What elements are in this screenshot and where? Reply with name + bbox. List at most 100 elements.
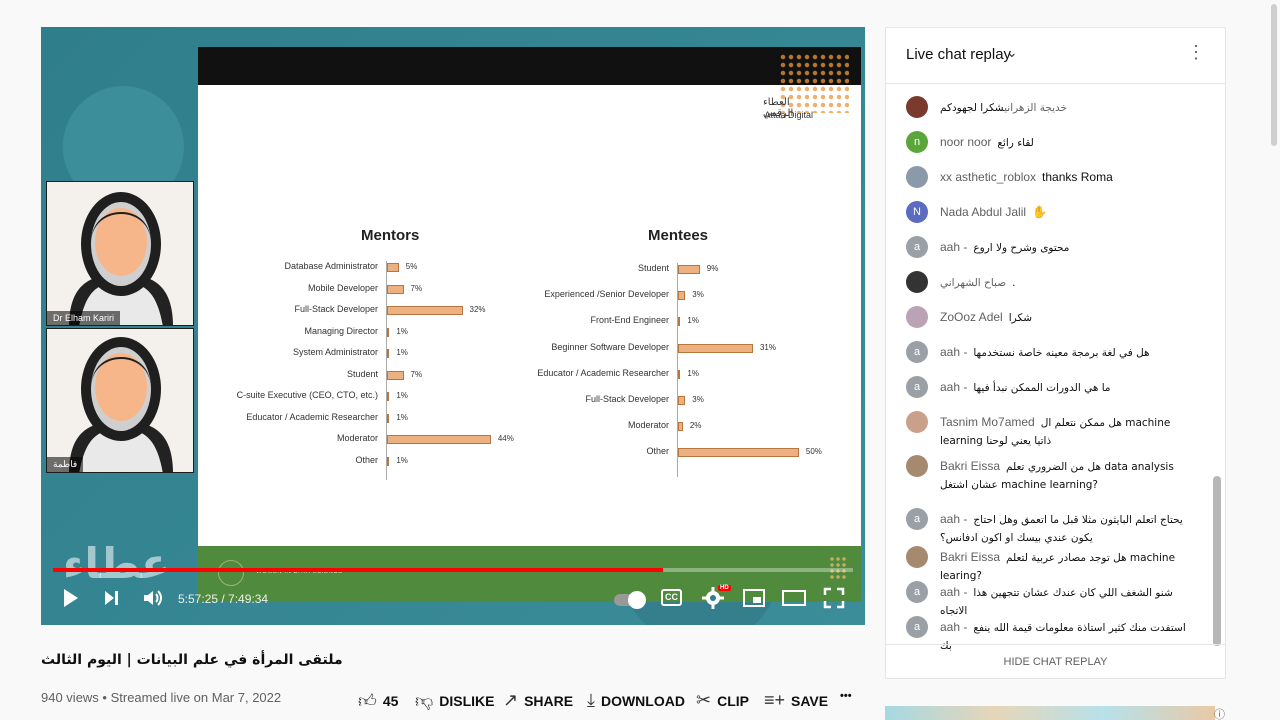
avatar[interactable]: [906, 455, 928, 477]
miniplayer-button[interactable]: [743, 587, 765, 611]
chat-author[interactable]: ZoOoz Adel: [940, 310, 1003, 324]
avatar[interactable]: [906, 411, 928, 433]
play-button[interactable]: [61, 587, 81, 611]
chat-author[interactable]: aah -: [940, 585, 968, 599]
avatar[interactable]: [906, 166, 928, 188]
chat-author[interactable]: aah -: [940, 240, 968, 254]
avatar[interactable]: [906, 96, 928, 118]
chart-value-label: 1%: [396, 391, 408, 400]
chart-bar: [387, 327, 390, 337]
share-button[interactable]: ↗ SHARE: [503, 690, 573, 711]
chat-mode-selector[interactable]: Live chat replay: [906, 46, 1012, 63]
thumbs-down-icon: 👎︎: [415, 691, 434, 711]
hide-chat-replay-button[interactable]: HIDE CHAT REPLAY: [886, 644, 1225, 678]
chat-author[interactable]: aah -: [940, 512, 968, 526]
chart-value-label: 1%: [396, 455, 408, 465]
chat-author[interactable]: Bakri Eissa: [940, 459, 1001, 473]
chat-author[interactable]: xx asthetic_roblox: [940, 170, 1037, 184]
chat-body: شكرا: [1008, 312, 1033, 324]
chat-body: ما هي الدورات الممكن نبدأ فيها: [973, 382, 1111, 394]
chart-value-label: 2%: [689, 421, 702, 431]
chevron-down-icon[interactable]: ⌄: [1006, 44, 1018, 60]
clip-button[interactable]: ✂ CLIP: [696, 690, 749, 711]
chat-author[interactable]: Tasnim Mo7amed: [940, 415, 1035, 429]
chart-category-label: Educator / Academic Researcher: [246, 411, 378, 422]
chart-value-label: 1%: [396, 348, 408, 357]
theater-mode-button[interactable]: [782, 587, 806, 611]
speaker-avatar-icon: [47, 329, 193, 472]
fullscreen-button[interactable]: [823, 587, 845, 611]
save-button[interactable]: ≡+ SAVE: [764, 690, 828, 711]
volume-icon: [144, 590, 162, 606]
chat-header: Live chat replay ⌄ ⋮: [886, 28, 1225, 84]
chart-bar: [678, 265, 700, 274]
avatar[interactable]: N: [906, 201, 928, 223]
chart-title: Mentees: [648, 227, 709, 244]
video-player[interactable]: العطاء الرقمي Attaa Digital Mentors Datab…: [41, 27, 865, 625]
footer-text: WOMEN IN DATA SCIENCE: [256, 569, 343, 575]
clip-label: CLIP: [717, 692, 749, 709]
chat-message-text: Nada Abdul Jalil ✋: [940, 204, 1196, 221]
avatar[interactable]: a: [906, 508, 928, 530]
fullscreen-icon: [823, 587, 845, 609]
chart-category-label: Managing Director: [304, 325, 378, 336]
avatar[interactable]: n: [906, 131, 928, 153]
chat-author[interactable]: aah -: [940, 380, 968, 394]
chart-category-label: Front-End Engineer: [590, 315, 669, 326]
chart-category-label: Full-Stack Developer: [294, 304, 378, 314]
chat-author[interactable]: خديجة الزهراني: [1004, 102, 1068, 114]
chat-author[interactable]: Nada Abdul Jalil: [940, 205, 1027, 219]
footer-corner-logo: [829, 556, 847, 580]
chart-bar: [678, 343, 753, 353]
chart-bar: [678, 396, 686, 405]
chart-value-label: 50%: [805, 447, 822, 457]
chat-author[interactable]: صباح الشهراني: [940, 277, 1007, 289]
logo-english-text: Attaa Digital: [764, 110, 813, 120]
chat-more-icon[interactable]: ⋮: [1187, 42, 1205, 62]
download-button[interactable]: ⤓ DOWNLOAD: [587, 690, 685, 711]
chart-value-label: 5%: [405, 262, 418, 271]
avatar[interactable]: [906, 271, 928, 293]
avatar[interactable]: a: [906, 236, 928, 258]
avatar[interactable]: [906, 306, 928, 328]
chat-body: هل توجد مصادر عربية لتعلم machine learin…: [940, 552, 1176, 582]
avatar[interactable]: a: [906, 581, 928, 603]
info-icon[interactable]: ⓘ: [1214, 709, 1225, 720]
like-count: 45: [382, 693, 399, 709]
chart-value-label: 7%: [410, 369, 423, 379]
avatar[interactable]: a: [906, 616, 928, 638]
video-title: ملتقى المرأة في علم البيانات | اليوم الث…: [41, 652, 343, 668]
video-meta: 940 views • Streamed live on Mar 7, 2022: [41, 690, 282, 705]
speaker-1-name: Dr Elham Kariri: [47, 311, 121, 325]
channel-watermark: عطاء: [63, 539, 170, 588]
chat-body: هل في لغة برمجة معينه خاصة نستخدمها: [973, 347, 1150, 359]
chart-value-label: 9%: [706, 264, 719, 273]
wids-logo-icon: [218, 560, 244, 586]
chat-scrollbar[interactable]: [1213, 476, 1221, 646]
volume-button[interactable]: [142, 587, 164, 611]
settings-button[interactable]: [702, 587, 724, 611]
like-button[interactable]: 👍︎ 45: [358, 690, 398, 712]
ad-banner[interactable]: [885, 706, 1215, 720]
chat-author[interactable]: aah -: [940, 345, 968, 359]
chat-message-text: noor noor لقاء رائع: [940, 134, 1196, 152]
chat-author[interactable]: Bakri Eissa: [940, 550, 1001, 564]
hd-badge: HD: [718, 585, 731, 591]
more-actions-button[interactable]: •••: [840, 690, 852, 702]
chat-author[interactable]: noor noor: [940, 135, 992, 149]
next-button[interactable]: [103, 587, 121, 611]
captions-button[interactable]: CC: [661, 589, 682, 606]
avatar[interactable]: a: [906, 341, 928, 363]
chat-message-text: Tasnim Mo7amed هل ممكن نتعلم ال machine l…: [940, 414, 1196, 450]
dislike-button[interactable]: 👎︎ DISLIKE: [415, 690, 495, 712]
page-scrollbar[interactable]: [1271, 4, 1277, 146]
chat-author[interactable]: aah -: [940, 620, 968, 634]
avatar[interactable]: [906, 546, 928, 568]
download-label: DOWNLOAD: [600, 692, 685, 709]
autoplay-toggle[interactable]: [614, 591, 646, 609]
playlist-add-icon: ≡+: [764, 690, 786, 710]
video-progress-bar[interactable]: [53, 568, 853, 572]
chart-category-label: Moderator: [336, 433, 378, 443]
avatar[interactable]: a: [906, 376, 928, 398]
chart-value-label: 1%: [687, 316, 699, 326]
